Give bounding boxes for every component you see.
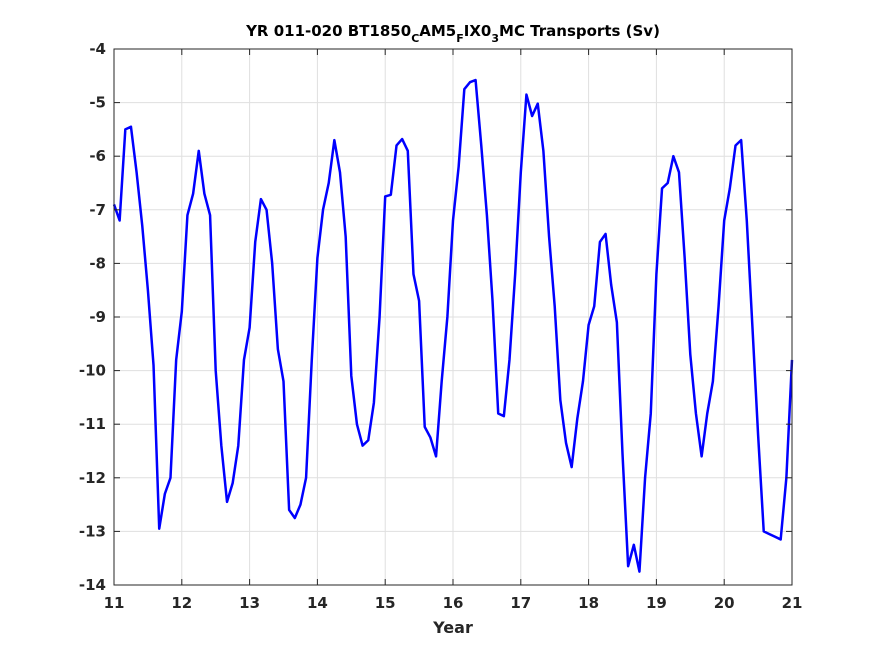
x-tick-label: 14	[307, 594, 328, 612]
y-tick-label: -4	[89, 40, 106, 58]
x-tick-label: 12	[171, 594, 192, 612]
y-tick-label: -14	[79, 576, 106, 594]
x-tick-label: 11	[104, 594, 125, 612]
y-tick-label: -11	[79, 415, 106, 433]
y-tick-label: -10	[79, 362, 106, 380]
chart-title-text: YR 011-020 BT1850	[245, 22, 411, 40]
x-tick-label: 17	[510, 594, 531, 612]
axis-ticks: 11 12 13 14 15 16 17 18 19 20 21 -4 -5 -6 -7 -8 -9 -10 -11…	[79, 40, 803, 612]
grid-lines	[113, 48, 793, 586]
chart-title-text: IX0	[464, 22, 492, 40]
y-tick-label: -8	[89, 254, 106, 272]
plot-area	[112, 78, 794, 573]
y-tick-label: -9	[89, 308, 106, 326]
x-tick-label: 18	[578, 594, 599, 612]
y-tick-label: -5	[89, 94, 106, 112]
chart-title-text: AM5	[419, 22, 456, 40]
y-tick-label: -7	[89, 201, 106, 219]
x-tick-label: 13	[239, 594, 260, 612]
x-tick-label: 21	[782, 594, 803, 612]
chart-title-text: MC Transports (Sv)	[499, 22, 660, 40]
x-tick-label: 20	[714, 594, 735, 612]
y-tick-label: -13	[79, 522, 106, 540]
series-line	[112, 78, 794, 573]
y-tick-label: -12	[79, 469, 106, 487]
chart-title-subscript: C	[411, 32, 419, 45]
y-tick-label: -6	[89, 147, 106, 165]
x-tick-label: 15	[375, 594, 396, 612]
x-tick-label: 16	[443, 594, 464, 612]
chart-title: YR 011-020 BT1850CAM5FIX03MC Transports …	[245, 22, 660, 45]
chart-title-subscript: 3	[491, 32, 499, 45]
chart-title-subscript: F	[456, 32, 464, 45]
x-tick-label: 19	[646, 594, 667, 612]
x-axis-title: Year	[432, 618, 473, 637]
